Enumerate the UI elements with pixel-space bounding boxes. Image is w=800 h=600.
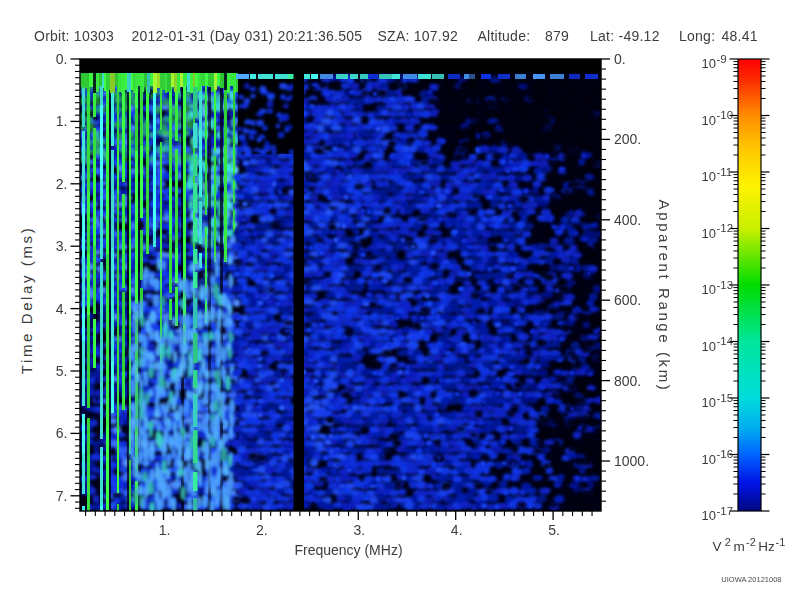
svg-text:1.: 1. <box>56 113 68 129</box>
svg-text:1.: 1. <box>159 522 171 538</box>
svg-text:10: 10 <box>702 339 716 354</box>
svg-text:10: 10 <box>702 56 716 71</box>
svg-text:-11: -11 <box>717 166 733 178</box>
svg-text:2.: 2. <box>256 522 268 538</box>
svg-text:10: 10 <box>702 169 716 184</box>
svg-text:Time Delay (ms): Time Delay (ms) <box>18 226 35 374</box>
svg-text:0.: 0. <box>614 51 626 67</box>
svg-text:Hz: Hz <box>758 539 775 554</box>
svg-text:-15: -15 <box>717 392 734 404</box>
svg-text:10: 10 <box>702 508 716 523</box>
svg-text:Lat: -49.12: Lat: -49.12 <box>590 28 660 44</box>
svg-text:879: 879 <box>545 28 569 44</box>
svg-text:2.: 2. <box>56 176 68 192</box>
svg-text:400.: 400. <box>614 212 641 228</box>
svg-text:-14: -14 <box>717 335 734 347</box>
svg-text:800.: 800. <box>614 373 641 389</box>
svg-text:600.: 600. <box>614 292 641 308</box>
svg-text:0.: 0. <box>56 51 68 67</box>
svg-text:6.: 6. <box>56 425 68 441</box>
svg-text:3.: 3. <box>353 522 365 538</box>
svg-text:2012-01-31 (Day 031) 20:21:36.: 2012-01-31 (Day 031) 20:21:36.505 <box>132 28 363 44</box>
svg-text:UIOWA 20121008: UIOWA 20121008 <box>721 575 781 584</box>
svg-text:m: m <box>734 539 745 554</box>
svg-text:3.: 3. <box>56 238 68 254</box>
svg-text:-1: -1 <box>776 536 786 548</box>
svg-text:V: V <box>713 539 722 554</box>
svg-text:-13: -13 <box>717 279 734 291</box>
svg-text:-12: -12 <box>717 222 734 234</box>
svg-text:Orbit: 10303: Orbit: 10303 <box>34 28 114 44</box>
svg-text:Altitude:: Altitude: <box>478 28 531 44</box>
svg-text:Long:: Long: <box>679 28 715 44</box>
svg-text:5.: 5. <box>548 522 560 538</box>
svg-text:4.: 4. <box>56 301 68 317</box>
svg-text:4.: 4. <box>451 522 463 538</box>
svg-text:2: 2 <box>725 536 731 548</box>
svg-text:-17: -17 <box>717 505 734 517</box>
svg-text:10: 10 <box>702 452 716 467</box>
svg-text:10: 10 <box>702 395 716 410</box>
svg-text:-16: -16 <box>717 448 734 460</box>
svg-text:1000.: 1000. <box>614 453 649 469</box>
svg-text:10: 10 <box>702 113 716 128</box>
svg-text:200.: 200. <box>614 131 641 147</box>
svg-text:-10: -10 <box>717 109 734 121</box>
svg-text:10: 10 <box>702 226 716 241</box>
svg-text:10: 10 <box>702 282 716 297</box>
svg-text:SZA: 107.92: SZA: 107.92 <box>378 28 459 44</box>
svg-text:5.: 5. <box>56 363 68 379</box>
svg-text:-2: -2 <box>746 536 756 548</box>
svg-text:-9: -9 <box>717 53 727 65</box>
svg-text:Apparent Range (km): Apparent Range (km) <box>656 200 673 393</box>
svg-text:48.41: 48.41 <box>722 28 758 44</box>
svg-text:7.: 7. <box>56 488 68 504</box>
svg-text:Frequency (MHz): Frequency (MHz) <box>294 542 402 558</box>
